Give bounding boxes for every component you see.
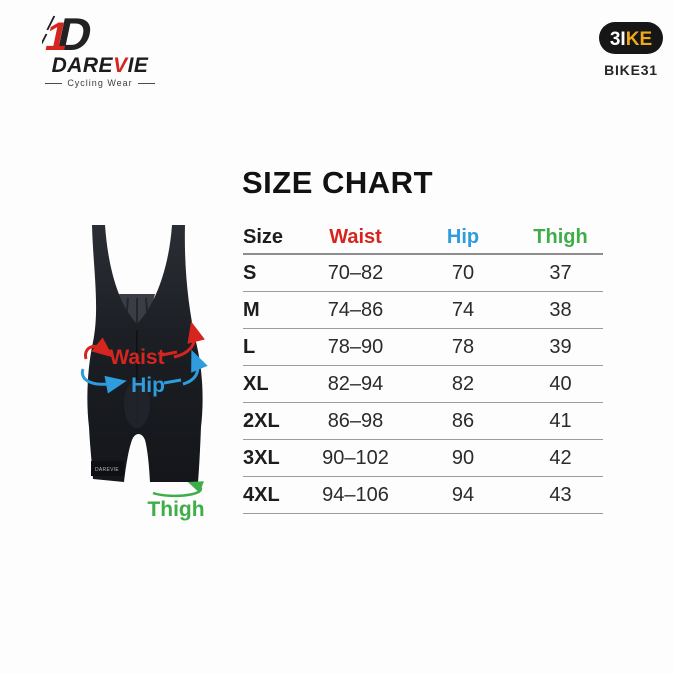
hip-label: Hip — [131, 374, 165, 397]
value-cell: 90 — [451, 446, 475, 469]
value-cell: 82–94 — [327, 372, 384, 395]
brand-tagline: Cycling Wear — [30, 78, 170, 88]
table-row: 4XL 94–106 94 43 — [243, 477, 603, 514]
value-cell: 94 — [451, 483, 475, 506]
brand-wordmark: DAREVIE — [30, 54, 170, 78]
waist-label: Waist — [109, 346, 164, 369]
table-row: 2XL 86–98 86 41 — [243, 403, 603, 440]
darevie-logo: D 1 DAREVIE Cycling Wear — [28, 6, 178, 92]
size-cell: M — [243, 298, 260, 321]
svg-text:3IKE: 3IKE — [610, 29, 652, 50]
value-cell: 78–90 — [327, 335, 384, 358]
size-cell: XL — [243, 372, 269, 395]
size-cell: 4XL — [243, 483, 280, 506]
badge-text-right: KE — [626, 29, 652, 50]
size-cell: L — [243, 335, 256, 358]
size-cell: 2XL — [243, 409, 280, 432]
table-row: XL 82–94 82 40 — [243, 366, 603, 403]
table-row: S 70–82 70 37 — [243, 255, 603, 292]
value-cell: 40 — [549, 372, 572, 395]
value-cell: 74 — [451, 298, 475, 321]
value-cell: 86–98 — [327, 409, 384, 432]
size-table-body: S 70–82 70 37 M 74–86 74 38 L 78–90 78 39 XL 82–94 82 4… — [243, 255, 603, 514]
table-row: 3XL 90–102 90 42 — [243, 440, 603, 477]
value-cell: 70 — [451, 261, 475, 284]
value-cell: 37 — [549, 261, 572, 284]
page-title: SIZE CHART — [242, 165, 433, 200]
value-cell: 41 — [549, 409, 572, 432]
value-cell: 74–86 — [327, 298, 384, 321]
thigh-label: Thigh — [147, 498, 204, 521]
bike-badge-icon: 3IKE — [599, 22, 663, 54]
column-header-size: Size — [243, 226, 284, 248]
value-cell: 42 — [549, 446, 572, 469]
wordmark-left: DARE — [51, 54, 114, 77]
value-cell: 70–82 — [327, 261, 384, 284]
value-cell: 43 — [549, 483, 572, 506]
size-cell: S — [243, 261, 257, 284]
table-row: L 78–90 78 39 — [243, 329, 603, 366]
value-cell: 38 — [549, 298, 572, 321]
tagline-rule-right — [137, 82, 155, 84]
cuff-logo-text: DAREVIE — [95, 467, 119, 473]
wordmark-accent: V — [113, 54, 128, 77]
value-cell: 86 — [451, 409, 475, 432]
badge-text-left: 3I — [610, 29, 626, 50]
bike-code-label: BIKE31 — [604, 62, 658, 78]
bike31-logo: 3IKE BIKE31 — [596, 17, 666, 79]
size-cell: 3XL — [243, 446, 280, 469]
bib-shorts-silhouette — [87, 225, 203, 482]
column-header-thigh: Thigh — [533, 226, 588, 248]
table-row: M 74–86 74 38 — [243, 292, 603, 329]
tagline-text: Cycling Wear — [67, 78, 133, 88]
value-cell: 39 — [549, 335, 572, 358]
darevie-monogram-icon: D 1 — [42, 8, 97, 56]
table-header-row: Size Waist Hip Thigh — [243, 218, 603, 255]
value-cell: 78 — [451, 335, 475, 358]
value-cell: 82 — [451, 372, 475, 395]
bib-shorts-diagram: DAREVIE Waist Hip Thigh — [80, 225, 208, 521]
wordmark-right: IE — [127, 54, 149, 77]
tagline-rule-left — [45, 82, 63, 84]
column-header-hip: Hip — [446, 226, 480, 248]
column-header-waist: Waist — [329, 226, 382, 248]
value-cell: 94–106 — [322, 483, 389, 506]
size-chart-table: Size Waist Hip Thigh S 70–82 70 37 M 74–86 74 38 L 7… — [243, 218, 603, 514]
value-cell: 90–102 — [322, 446, 389, 469]
